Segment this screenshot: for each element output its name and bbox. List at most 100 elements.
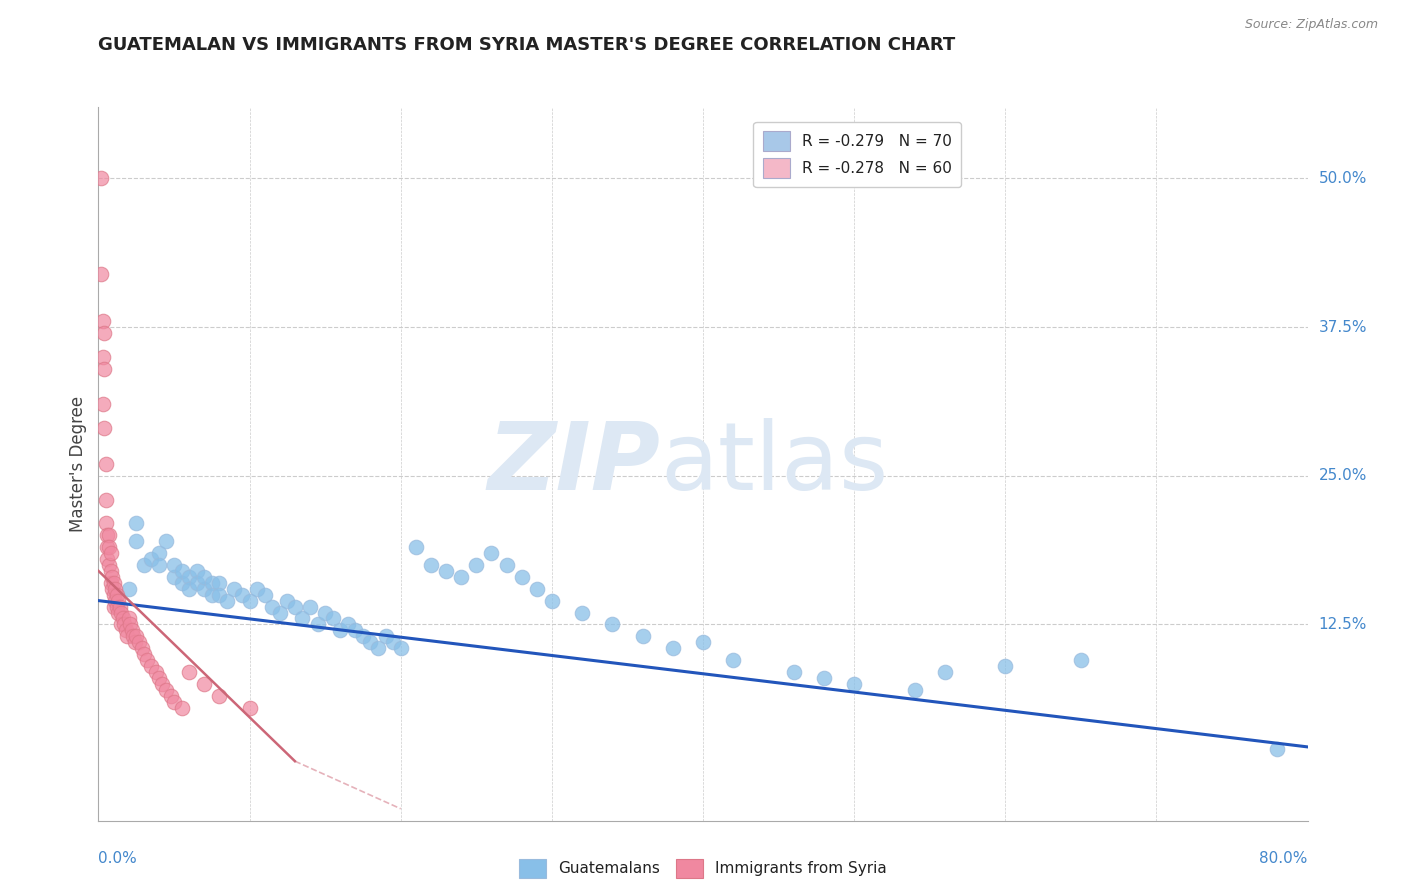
Point — [101, 570, 124, 584]
Point — [94, 457, 117, 471]
Point — [160, 689, 183, 703]
Point — [344, 624, 367, 638]
Point — [128, 635, 150, 649]
Point — [96, 540, 118, 554]
Point — [201, 575, 224, 590]
Point — [262, 599, 284, 614]
Point — [120, 617, 142, 632]
Point — [135, 653, 157, 667]
Point — [994, 659, 1017, 673]
Point — [90, 171, 112, 186]
Point — [118, 582, 141, 596]
Point — [510, 570, 533, 584]
Point — [107, 593, 129, 607]
Point — [465, 558, 488, 572]
Point — [813, 671, 835, 685]
Point — [367, 641, 389, 656]
Point — [1265, 742, 1288, 756]
Point — [111, 611, 134, 625]
Point — [132, 647, 155, 661]
Point — [540, 593, 562, 607]
Point — [150, 677, 173, 691]
Point — [103, 575, 125, 590]
Point — [100, 575, 122, 590]
Point — [110, 606, 132, 620]
Point — [94, 492, 117, 507]
Point — [299, 599, 322, 614]
Text: 0.0%: 0.0% — [98, 851, 138, 866]
Point — [329, 624, 352, 638]
Point — [177, 665, 201, 679]
Point — [631, 629, 654, 643]
Point — [495, 558, 517, 572]
Text: 80.0%: 80.0% — [1260, 851, 1308, 866]
Text: ZIP: ZIP — [488, 417, 661, 510]
Point — [208, 689, 231, 703]
Point — [90, 267, 112, 281]
Point — [526, 582, 548, 596]
Point — [177, 570, 201, 584]
Point — [163, 570, 186, 584]
Point — [602, 617, 624, 632]
Point — [352, 629, 374, 643]
Point — [108, 599, 131, 614]
Point — [904, 682, 927, 697]
Point — [132, 558, 155, 572]
Point — [98, 540, 121, 554]
Point — [382, 635, 405, 649]
Point — [122, 629, 145, 643]
Point — [112, 617, 135, 632]
Point — [215, 593, 238, 607]
Point — [118, 611, 141, 625]
Point — [201, 588, 224, 602]
Point — [115, 629, 138, 643]
Point — [434, 564, 457, 578]
Point — [98, 528, 121, 542]
Point — [155, 682, 177, 697]
Point — [93, 421, 115, 435]
Point — [291, 611, 314, 625]
Point — [844, 677, 866, 691]
Point — [145, 665, 167, 679]
Point — [336, 617, 359, 632]
Point — [125, 516, 148, 531]
Point — [141, 659, 163, 673]
Point — [360, 635, 382, 649]
Point — [98, 558, 121, 572]
Point — [231, 588, 253, 602]
Point — [170, 575, 193, 590]
Text: 50.0%: 50.0% — [1319, 171, 1367, 186]
Point — [101, 582, 124, 596]
Point — [91, 314, 114, 328]
Point — [114, 624, 136, 638]
Point — [284, 599, 307, 614]
Point — [405, 540, 427, 554]
Point — [208, 575, 231, 590]
Point — [104, 593, 127, 607]
Point — [1070, 653, 1092, 667]
Point — [193, 582, 215, 596]
Point — [121, 624, 143, 638]
Point — [276, 593, 298, 607]
Point — [105, 588, 128, 602]
Point — [186, 575, 208, 590]
Point — [208, 588, 231, 602]
Point — [163, 558, 186, 572]
Point — [163, 695, 186, 709]
Point — [110, 617, 132, 632]
Point — [148, 671, 170, 685]
Point — [155, 534, 177, 549]
Point — [246, 582, 269, 596]
Point — [177, 582, 201, 596]
Legend: Guatemalans, Immigrants from Syria: Guatemalans, Immigrants from Syria — [513, 853, 893, 884]
Point — [374, 629, 396, 643]
Point — [307, 617, 329, 632]
Point — [170, 700, 193, 714]
Point — [104, 582, 127, 596]
Point — [322, 611, 344, 625]
Point — [103, 599, 125, 614]
Point — [571, 606, 593, 620]
Point — [782, 665, 804, 679]
Point — [100, 546, 122, 560]
Point — [105, 599, 128, 614]
